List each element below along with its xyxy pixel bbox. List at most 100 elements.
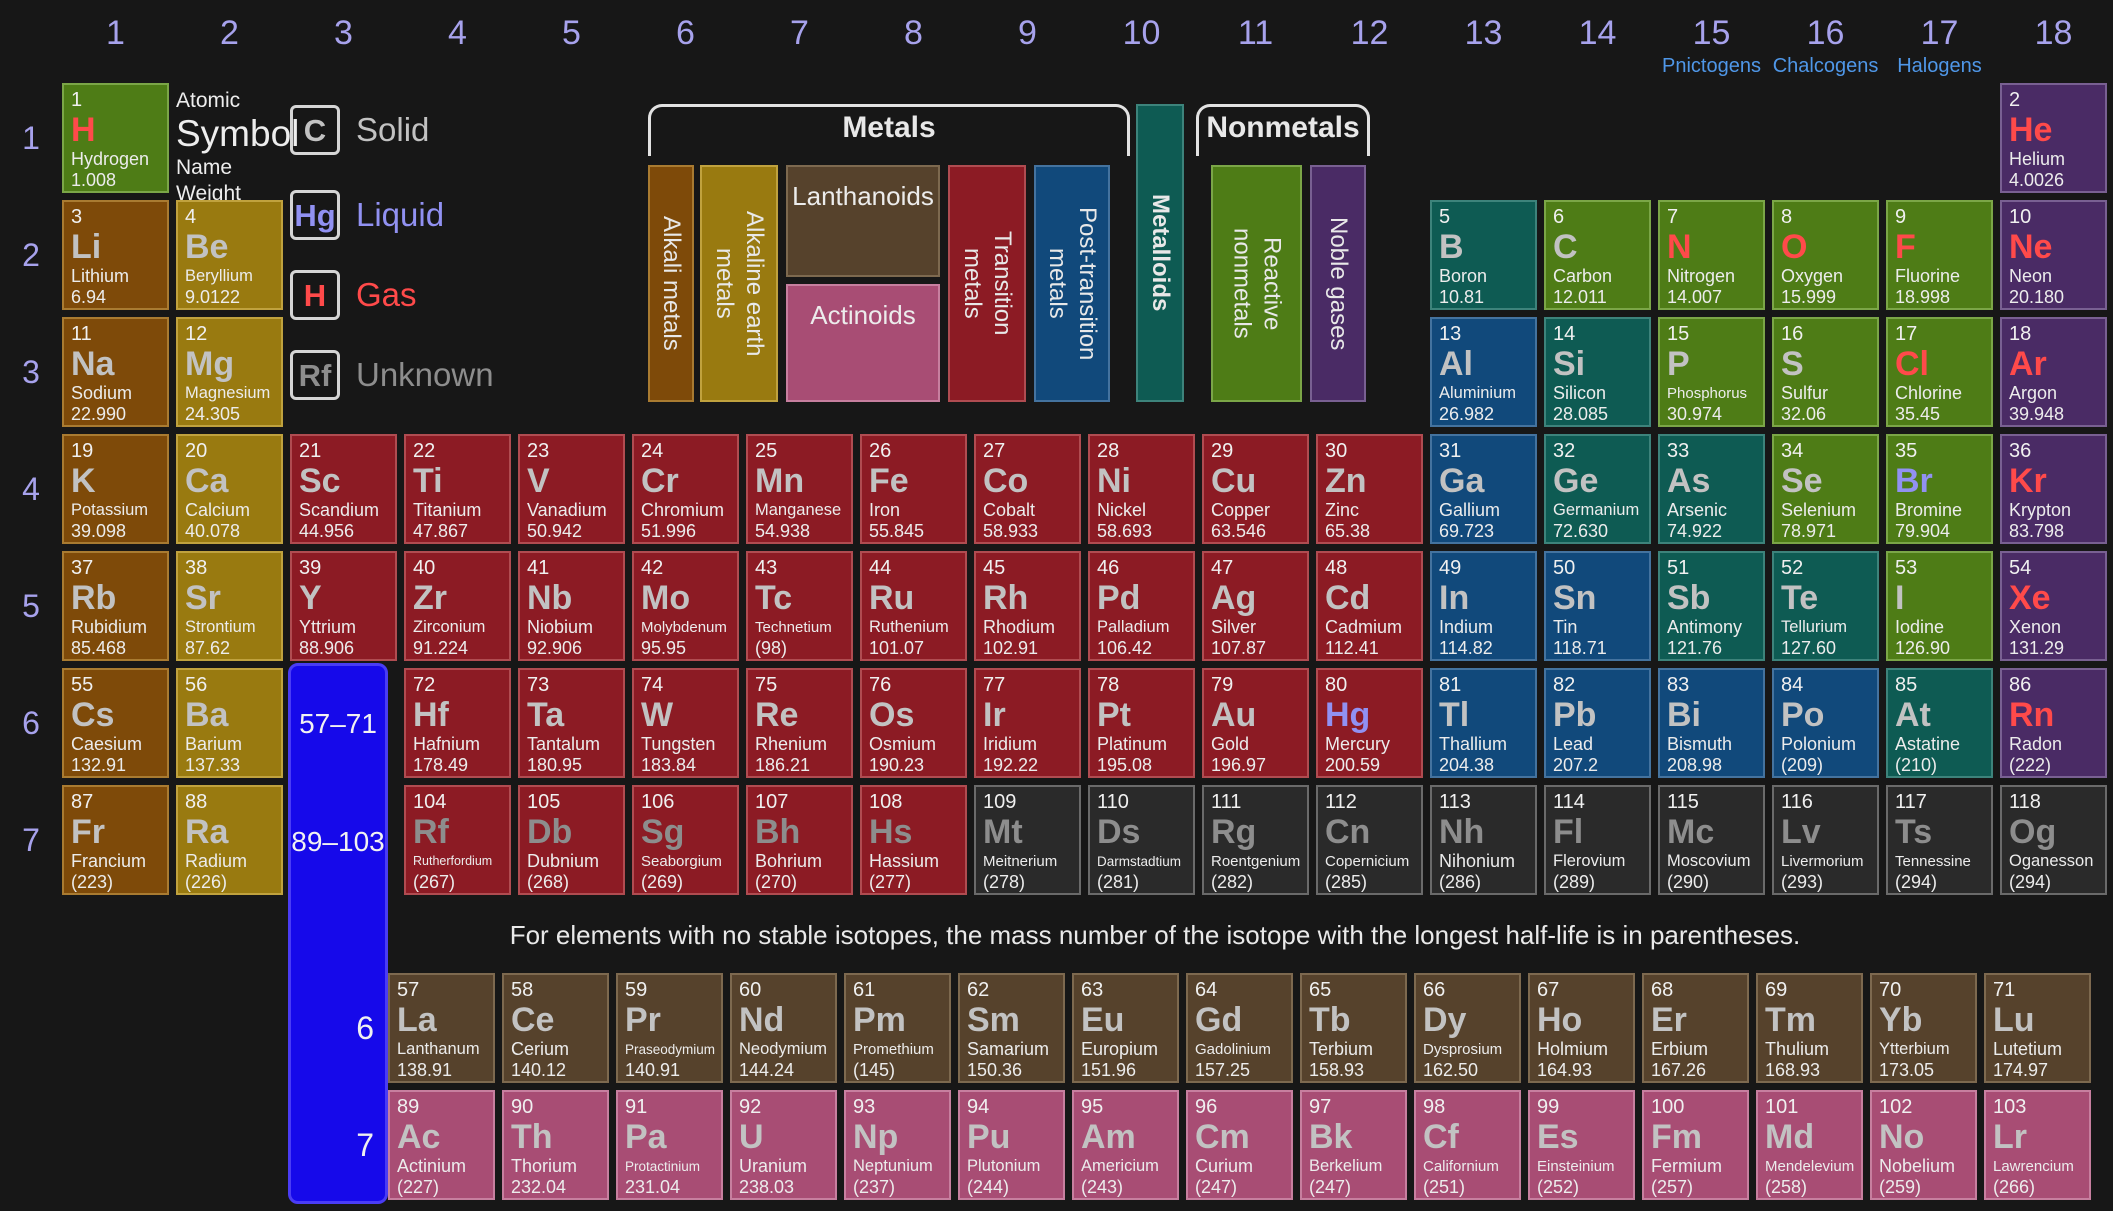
element-As[interactable]: 33 As Arsenic 74.922 bbox=[1658, 434, 1765, 544]
element-Ga[interactable]: 31 Ga Gallium 69.723 bbox=[1430, 434, 1537, 544]
element-S[interactable]: 16 S Sulfur 32.06 bbox=[1772, 317, 1879, 427]
element-Rg[interactable]: 111 Rg Roentgenium (282) bbox=[1202, 785, 1309, 895]
element-Nd[interactable]: 60 Nd Neodymium 144.24 bbox=[730, 973, 837, 1083]
element-Am[interactable]: 95 Am Americium (243) bbox=[1072, 1090, 1179, 1200]
element-Ce[interactable]: 58 Ce Cerium 140.12 bbox=[502, 973, 609, 1083]
element-Tb[interactable]: 65 Tb Terbium 158.93 bbox=[1300, 973, 1407, 1083]
element-In[interactable]: 49 In Indium 114.82 bbox=[1430, 551, 1537, 661]
element-Bi[interactable]: 83 Bi Bismuth 208.98 bbox=[1658, 668, 1765, 778]
element-P[interactable]: 15 P Phosphorus 30.974 bbox=[1658, 317, 1765, 427]
element-Ts[interactable]: 117 Ts Tennessine (294) bbox=[1886, 785, 1993, 895]
element-Fl[interactable]: 114 Fl Flerovium (289) bbox=[1544, 785, 1651, 895]
element-V[interactable]: 23 V Vanadium 50.942 bbox=[518, 434, 625, 544]
element-Mc[interactable]: 115 Mc Moscovium (290) bbox=[1658, 785, 1765, 895]
element-Be[interactable]: 4 Be Beryllium 9.0122 bbox=[176, 200, 283, 310]
element-U[interactable]: 92 U Uranium 238.03 bbox=[730, 1090, 837, 1200]
element-Ta[interactable]: 73 Ta Tantalum 180.95 bbox=[518, 668, 625, 778]
element-Ir[interactable]: 77 Ir Iridium 192.22 bbox=[974, 668, 1081, 778]
element-Cd[interactable]: 48 Cd Cadmium 112.41 bbox=[1316, 551, 1423, 661]
element-Pa[interactable]: 91 Pa Protactinium 231.04 bbox=[616, 1090, 723, 1200]
element-Si[interactable]: 14 Si Silicon 28.085 bbox=[1544, 317, 1651, 427]
element-Ag[interactable]: 47 Ag Silver 107.87 bbox=[1202, 551, 1309, 661]
element-Tc[interactable]: 43 Tc Technetium (98) bbox=[746, 551, 853, 661]
element-Og[interactable]: 118 Og Oganesson (294) bbox=[2000, 785, 2107, 895]
element-Eu[interactable]: 63 Eu Europium 151.96 bbox=[1072, 973, 1179, 1083]
element-Ar[interactable]: 18 Ar Argon 39.948 bbox=[2000, 317, 2107, 427]
element-Pd[interactable]: 46 Pd Palladium 106.42 bbox=[1088, 551, 1195, 661]
element-O[interactable]: 8 O Oxygen 15.999 bbox=[1772, 200, 1879, 310]
element-No[interactable]: 102 No Nobelium (259) bbox=[1870, 1090, 1977, 1200]
element-Bk[interactable]: 97 Bk Berkelium (247) bbox=[1300, 1090, 1407, 1200]
element-Sm[interactable]: 62 Sm Samarium 150.36 bbox=[958, 973, 1065, 1083]
element-F[interactable]: 9 F Fluorine 18.998 bbox=[1886, 200, 1993, 310]
element-Es[interactable]: 99 Es Einsteinium (252) bbox=[1528, 1090, 1635, 1200]
element-Bh[interactable]: 107 Bh Bohrium (270) bbox=[746, 785, 853, 895]
element-Mt[interactable]: 109 Mt Meitnerium (278) bbox=[974, 785, 1081, 895]
element-Hs[interactable]: 108 Hs Hassium (277) bbox=[860, 785, 967, 895]
element-Kr[interactable]: 36 Kr Krypton 83.798 bbox=[2000, 434, 2107, 544]
element-I[interactable]: 53 I Iodine 126.90 bbox=[1886, 551, 1993, 661]
element-Rh[interactable]: 45 Rh Rhodium 102.91 bbox=[974, 551, 1081, 661]
element-Yb[interactable]: 70 Yb Ytterbium 173.05 bbox=[1870, 973, 1977, 1083]
element-B[interactable]: 5 B Boron 10.81 bbox=[1430, 200, 1537, 310]
element-Sg[interactable]: 106 Sg Seaborgium (269) bbox=[632, 785, 739, 895]
element-Lv[interactable]: 116 Lv Livermorium (293) bbox=[1772, 785, 1879, 895]
element-Mg[interactable]: 12 Mg Magnesium 24.305 bbox=[176, 317, 283, 427]
element-Gd[interactable]: 64 Gd Gadolinium 157.25 bbox=[1186, 973, 1293, 1083]
element-Xe[interactable]: 54 Xe Xenon 131.29 bbox=[2000, 551, 2107, 661]
element-Lr[interactable]: 103 Lr Lawrencium (266) bbox=[1984, 1090, 2091, 1200]
element-Ge[interactable]: 32 Ge Germanium 72.630 bbox=[1544, 434, 1651, 544]
element-Sr[interactable]: 38 Sr Strontium 87.62 bbox=[176, 551, 283, 661]
element-Te[interactable]: 52 Te Tellurium 127.60 bbox=[1772, 551, 1879, 661]
element-Co[interactable]: 27 Co Cobalt 58.933 bbox=[974, 434, 1081, 544]
element-H[interactable]: 1 H Hydrogen 1.008 bbox=[62, 83, 169, 193]
element-W[interactable]: 74 W Tungsten 183.84 bbox=[632, 668, 739, 778]
element-La[interactable]: 57 La Lanthanum 138.91 bbox=[388, 973, 495, 1083]
actinide-range-cell[interactable]: 89–103 bbox=[291, 826, 385, 857]
element-Se[interactable]: 34 Se Selenium 78.971 bbox=[1772, 434, 1879, 544]
element-Mn[interactable]: 25 Mn Manganese 54.938 bbox=[746, 434, 853, 544]
element-Pb[interactable]: 82 Pb Lead 207.2 bbox=[1544, 668, 1651, 778]
element-Hf[interactable]: 72 Hf Hafnium 178.49 bbox=[404, 668, 511, 778]
element-Ti[interactable]: 22 Ti Titanium 47.867 bbox=[404, 434, 511, 544]
element-Re[interactable]: 75 Re Rhenium 186.21 bbox=[746, 668, 853, 778]
element-Al[interactable]: 13 Al Aluminium 26.982 bbox=[1430, 317, 1537, 427]
element-Br[interactable]: 35 Br Bromine 79.904 bbox=[1886, 434, 1993, 544]
element-Ca[interactable]: 20 Ca Calcium 40.078 bbox=[176, 434, 283, 544]
element-Md[interactable]: 101 Md Mendelevium (258) bbox=[1756, 1090, 1863, 1200]
element-Y[interactable]: 39 Y Yttrium 88.906 bbox=[290, 551, 397, 661]
element-Na[interactable]: 11 Na Sodium 22.990 bbox=[62, 317, 169, 427]
element-Tm[interactable]: 69 Tm Thulium 168.93 bbox=[1756, 973, 1863, 1083]
element-Er[interactable]: 68 Er Erbium 167.26 bbox=[1642, 973, 1749, 1083]
element-Fr[interactable]: 87 Fr Francium (223) bbox=[62, 785, 169, 895]
element-Th[interactable]: 90 Th Thorium 232.04 bbox=[502, 1090, 609, 1200]
element-Sc[interactable]: 21 Sc Scandium 44.956 bbox=[290, 434, 397, 544]
element-Sn[interactable]: 50 Sn Tin 118.71 bbox=[1544, 551, 1651, 661]
element-Ne[interactable]: 10 Ne Neon 20.180 bbox=[2000, 200, 2107, 310]
element-Ba[interactable]: 56 Ba Barium 137.33 bbox=[176, 668, 283, 778]
element-Zr[interactable]: 40 Zr Zirconium 91.224 bbox=[404, 551, 511, 661]
element-Ni[interactable]: 28 Ni Nickel 58.693 bbox=[1088, 434, 1195, 544]
element-Cs[interactable]: 55 Cs Caesium 132.91 bbox=[62, 668, 169, 778]
element-Rf[interactable]: 104 Rf Rutherfordium (267) bbox=[404, 785, 511, 895]
element-Au[interactable]: 79 Au Gold 196.97 bbox=[1202, 668, 1309, 778]
element-Li[interactable]: 3 Li Lithium 6.94 bbox=[62, 200, 169, 310]
element-Tl[interactable]: 81 Tl Thallium 204.38 bbox=[1430, 668, 1537, 778]
element-Ru[interactable]: 44 Ru Ruthenium 101.07 bbox=[860, 551, 967, 661]
f-block-connector[interactable]: 57–71 89–103 bbox=[288, 663, 388, 1204]
element-Np[interactable]: 93 Np Neptunium (237) bbox=[844, 1090, 951, 1200]
element-He[interactable]: 2 He Helium 4.0026 bbox=[2000, 83, 2107, 193]
element-Pm[interactable]: 61 Pm Promethium (145) bbox=[844, 973, 951, 1083]
element-Nb[interactable]: 41 Nb Niobium 92.906 bbox=[518, 551, 625, 661]
element-Fm[interactable]: 100 Fm Fermium (257) bbox=[1642, 1090, 1749, 1200]
element-Sb[interactable]: 51 Sb Antimony 121.76 bbox=[1658, 551, 1765, 661]
element-Ds[interactable]: 110 Ds Darmstadtium (281) bbox=[1088, 785, 1195, 895]
element-Po[interactable]: 84 Po Polonium (209) bbox=[1772, 668, 1879, 778]
element-Db[interactable]: 105 Db Dubnium (268) bbox=[518, 785, 625, 895]
element-Cf[interactable]: 98 Cf Californium (251) bbox=[1414, 1090, 1521, 1200]
element-Zn[interactable]: 30 Zn Zinc 65.38 bbox=[1316, 434, 1423, 544]
element-Ac[interactable]: 89 Ac Actinium (227) bbox=[388, 1090, 495, 1200]
element-Dy[interactable]: 66 Dy Dysprosium 162.50 bbox=[1414, 973, 1521, 1083]
element-Ra[interactable]: 88 Ra Radium (226) bbox=[176, 785, 283, 895]
element-Rb[interactable]: 37 Rb Rubidium 85.468 bbox=[62, 551, 169, 661]
